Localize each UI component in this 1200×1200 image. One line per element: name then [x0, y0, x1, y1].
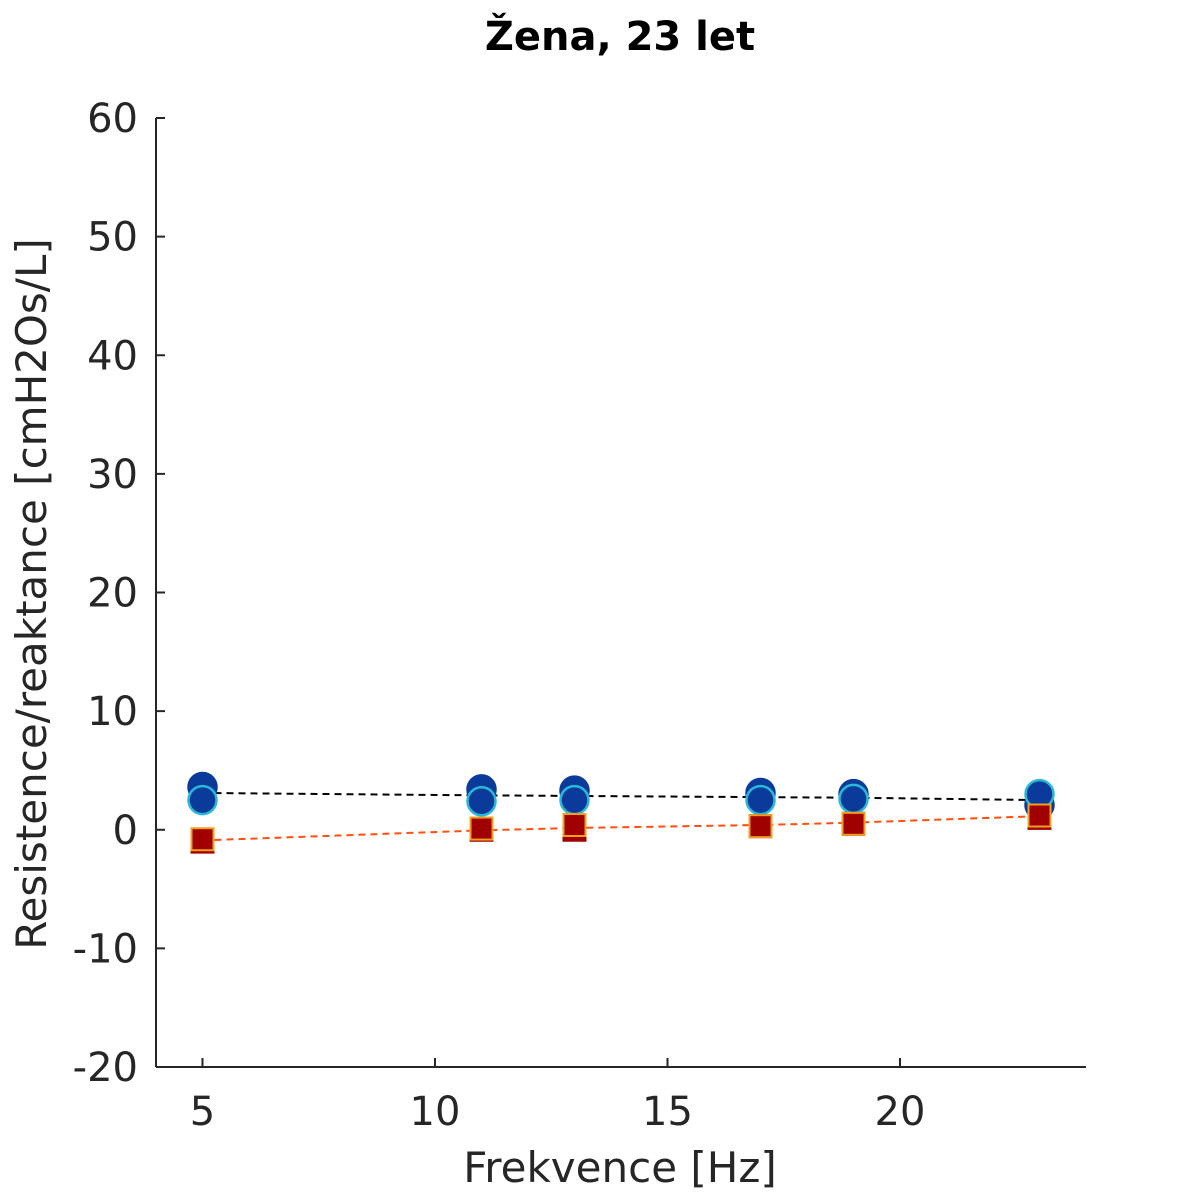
reactance-fit-line	[202, 815, 1040, 842]
reactance-points-light-marker	[190, 827, 215, 852]
plot-area	[187, 771, 1055, 854]
x-ticks: 5 10 15 20	[190, 1058, 926, 1135]
reactance-points-light-marker	[562, 813, 587, 838]
y-axis-label: Resistence/reaktance [cmH2Os/L]	[7, 238, 56, 950]
y-tick-label: -10	[73, 926, 138, 972]
x-tick-label: 10	[410, 1089, 461, 1135]
reactance-points-light-marker	[841, 811, 866, 836]
y-tick-label: 0	[113, 808, 138, 854]
resistance-points-light-marker	[466, 786, 497, 817]
y-tick-label: 60	[87, 96, 138, 142]
y-tick-label: -20	[73, 1045, 138, 1091]
y-tick-label: 40	[87, 333, 138, 379]
chart-title: Žena, 23 let	[485, 12, 755, 60]
x-tick-label: 5	[190, 1089, 215, 1135]
resistance-points-light-marker	[838, 783, 869, 815]
resistance-points-light-marker	[745, 784, 776, 816]
resistance-points-light-marker	[559, 784, 590, 816]
x-tick-label: 20	[875, 1089, 926, 1135]
y-tick-label: 30	[87, 452, 138, 498]
reactance-points-light-marker	[469, 816, 494, 841]
reactance-points-light-marker	[748, 814, 773, 839]
resistance-fit-line	[202, 791, 1040, 802]
reactance-points-light-marker	[1027, 803, 1052, 828]
resistance-points-light-marker	[187, 784, 218, 816]
x-axis-label: Frekvence [Hz]	[463, 1143, 777, 1192]
y-tick-label: 50	[87, 215, 138, 261]
y-ticks: -20 -10 0 10 20 30 40 50 60	[73, 96, 165, 1091]
y-tick-label: 20	[87, 571, 138, 617]
y-tick-label: 10	[87, 689, 138, 735]
x-tick-label: 15	[642, 1089, 693, 1135]
